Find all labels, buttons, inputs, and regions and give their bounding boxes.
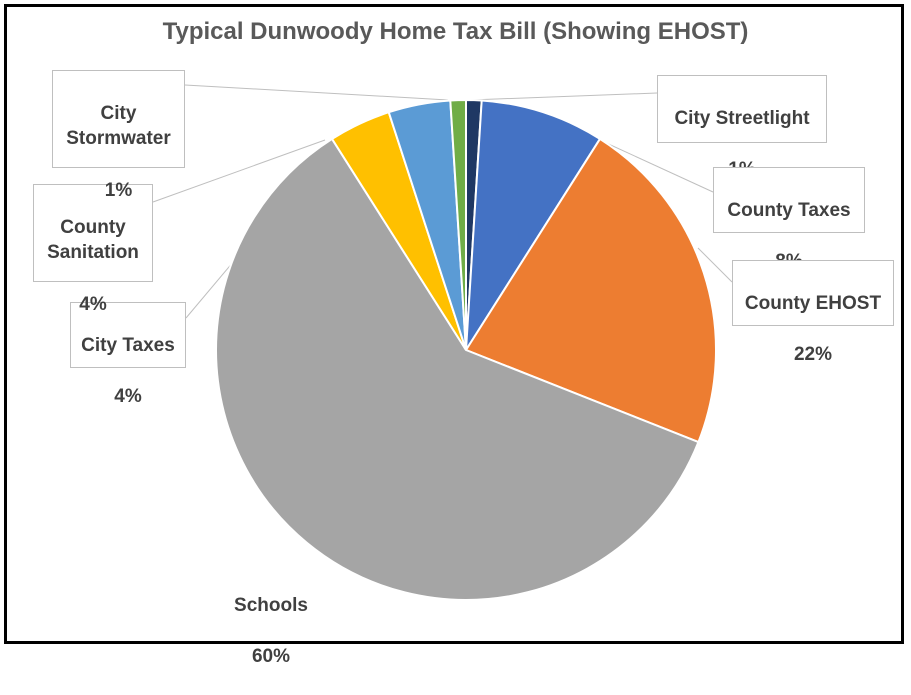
data-label-city-stormwater-pct: 1% bbox=[104, 179, 133, 201]
data-label-schools-pct: 60% bbox=[251, 645, 291, 667]
data-label-city-taxes: City Taxes 4% bbox=[70, 302, 186, 407]
data-label-schools: Schools 60% bbox=[222, 563, 320, 667]
pie-slice-county-ehost bbox=[464, 137, 717, 444]
data-label-county-ehost-name: County EHOST bbox=[744, 292, 882, 314]
pie-slice-county-taxes bbox=[465, 99, 602, 351]
data-label-county-sanitation-pct: 4% bbox=[79, 293, 107, 315]
data-label-county-ehost: County EHOST 22% bbox=[732, 260, 894, 365]
data-label-city-stormwater-name: City Stormwater bbox=[66, 102, 171, 150]
pie-chart bbox=[152, 84, 733, 601]
pie-slices bbox=[215, 98, 717, 601]
pie-slice-schools bbox=[215, 137, 700, 601]
data-label-county-sanitation: County Sanitation 4% bbox=[33, 184, 153, 315]
data-label-county-taxes: County Taxes 8% bbox=[713, 167, 865, 272]
chart-title: Typical Dunwoody Home Tax Bill (Showing … bbox=[162, 18, 749, 45]
data-label-city-stormwater: City Stormwater 1% bbox=[52, 70, 185, 201]
data-label-city-taxes-pct: 4% bbox=[114, 385, 142, 407]
data-label-city-taxes-name: City Taxes bbox=[81, 334, 175, 356]
data-label-city-streetlight-name: City Streetlight bbox=[674, 107, 810, 129]
pie-slice-city-stormwater bbox=[449, 98, 467, 351]
data-label-county-sanitation-name: County Sanitation bbox=[47, 216, 139, 264]
data-label-county-taxes-name: County Taxes bbox=[727, 199, 851, 221]
leader-line bbox=[697, 247, 733, 283]
leader-line bbox=[184, 84, 449, 101]
data-label-county-ehost-pct: 22% bbox=[793, 343, 833, 365]
data-label-schools-name: Schools bbox=[234, 594, 308, 616]
leader-line bbox=[152, 139, 326, 203]
data-label-city-streetlight: City Streetlight 1% bbox=[657, 75, 827, 180]
leader-line bbox=[469, 92, 658, 101]
